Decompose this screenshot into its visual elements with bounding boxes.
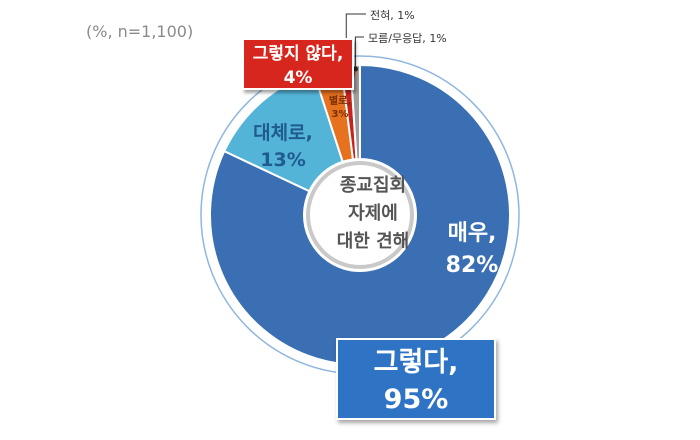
slice-label-not-really-value: 3% xyxy=(331,109,349,120)
leader-dont-know xyxy=(354,36,364,70)
label-not-at-all-name: 전혀, xyxy=(370,9,394,22)
positive-summary-box: 그렇다, 95% xyxy=(336,338,496,420)
negative-summary-box: 그렇지 않다, 4% xyxy=(242,38,354,90)
slice-label-not-really: 별로, 3% xyxy=(320,95,360,121)
label-not-at-all-value: 1% xyxy=(397,9,415,22)
slice-label-very-value: 82% xyxy=(445,253,499,278)
slice-label-not-really-name: 별로, xyxy=(328,96,352,107)
center-label-line-3: 대한 견해 xyxy=(336,231,410,252)
label-dont-know-name: 모름/무응답, xyxy=(368,32,426,45)
slice-label-somewhat-name: 대체로, xyxy=(253,122,313,144)
label-not-at-all: 전혀, 1% xyxy=(370,7,415,23)
slice-label-very-name: 매우, xyxy=(447,221,497,246)
label-dont-know-value: 1% xyxy=(429,32,447,45)
slice-label-somewhat-value: 13% xyxy=(260,149,306,171)
center-circle xyxy=(306,161,414,269)
leader-dont-know-dot xyxy=(352,66,358,72)
slice-label-very: 매우, 82% xyxy=(422,218,522,282)
center-label-line-1: 종교집회 xyxy=(339,175,407,196)
positive-summary-label: 그렇다, xyxy=(373,347,459,378)
negative-summary-label: 그렇지 않다, xyxy=(252,44,344,64)
label-dont-know: 모름/무응답, 1% xyxy=(368,30,447,46)
slice-very xyxy=(209,63,511,366)
slice-label-somewhat: 대체로, 13% xyxy=(238,120,328,174)
sample-note: (%, n=1,100) xyxy=(86,22,194,41)
positive-summary-value: 95% xyxy=(383,384,449,415)
negative-summary-value: 4% xyxy=(283,68,313,88)
center-label-line-2: 자제에 xyxy=(348,203,398,224)
chart-center-label: 종교집회 자제에 대한 견해 xyxy=(318,172,428,256)
